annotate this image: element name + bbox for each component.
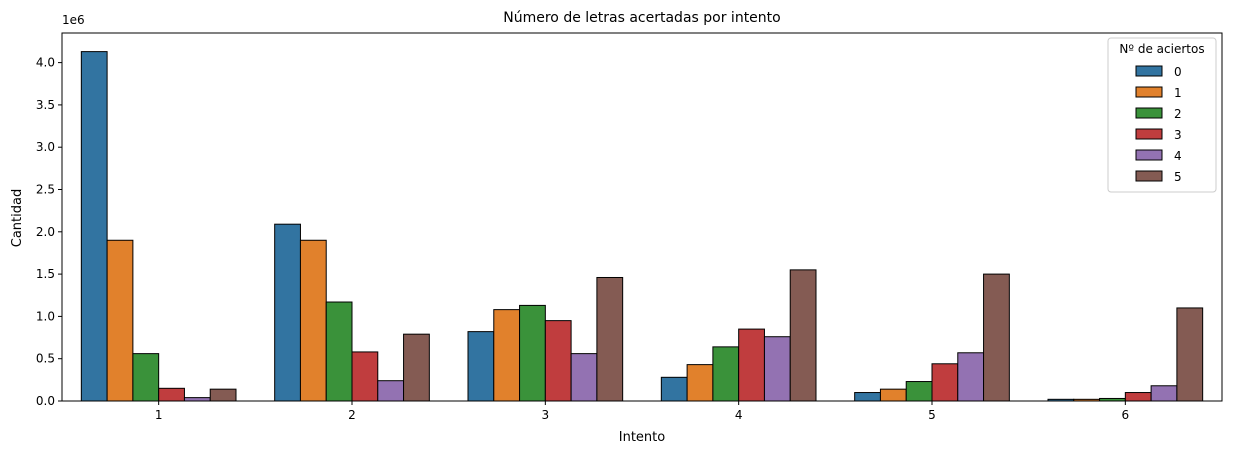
bar-intento-2-aciertos-0 — [274, 223, 301, 402]
bar-intento-3-aciertos-1 — [493, 309, 521, 402]
legend-label-2: 2 — [1174, 107, 1182, 121]
y-tick-label: 1.5 — [36, 267, 55, 281]
bar-intento-2-aciertos-5 — [403, 333, 430, 402]
bar-intento-6-aciertos-3 — [1124, 392, 1152, 402]
bar-intento-3-aciertos-0 — [467, 331, 495, 402]
bar-intento-3-aciertos-2 — [519, 304, 546, 402]
x-tick-label: 4 — [735, 408, 743, 422]
x-tick-label: 3 — [542, 408, 550, 422]
bar-intento-5-aciertos-4 — [957, 352, 985, 402]
legend-swatch-0 — [1135, 65, 1163, 77]
bar-intento-3-aciertos-3 — [544, 320, 572, 402]
bar-intento-4-aciertos-1 — [686, 364, 714, 402]
bar-intento-4-aciertos-5 — [789, 269, 817, 402]
legend-label-4: 4 — [1174, 149, 1182, 163]
bar-intento-1-aciertos-4 — [183, 397, 211, 402]
y-tick-label: 2.5 — [36, 183, 55, 197]
bars-group — [80, 51, 1204, 402]
y-axis-label: Cantidad — [10, 189, 25, 247]
legend-label-3: 3 — [1174, 128, 1182, 142]
plot-frame — [61, 32, 1223, 402]
bar-intento-3-aciertos-5 — [596, 276, 624, 402]
y-tick-label: 0.5 — [36, 352, 55, 366]
y-tick-label: 2.0 — [36, 225, 55, 239]
legend-swatch-1 — [1135, 86, 1163, 98]
bar-intento-1-aciertos-1 — [106, 239, 134, 402]
y-ticks: 0.0 0.5 1.0 1.5 2.0 2.5 3.0 3.5 4.0 — [36, 56, 62, 408]
bar-intento-3-aciertos-4 — [570, 353, 598, 402]
bar-intento-4-aciertos-0 — [660, 376, 688, 402]
y-tick-label: 0.0 — [36, 394, 55, 408]
bar-intento-1-aciertos-5 — [209, 388, 237, 402]
x-tick-label: 5 — [928, 408, 936, 422]
legend-title: Nº de aciertos — [1119, 42, 1204, 56]
bar-intento-4-aciertos-3 — [738, 328, 765, 402]
bar-intento-1-aciertos-0 — [80, 51, 108, 402]
bar-intento-5-aciertos-5 — [983, 273, 1010, 402]
x-axis-label: Intento — [619, 430, 666, 445]
bar-intento-4-aciertos-2 — [712, 346, 740, 402]
bar-intento-6-aciertos-4 — [1150, 385, 1178, 402]
legend-swatch-4 — [1135, 149, 1163, 161]
legend: Nº de aciertos 0 1 2 3 4 5 — [1107, 37, 1217, 193]
bar-intento-2-aciertos-2 — [325, 301, 353, 402]
bar-intento-5-aciertos-1 — [879, 388, 907, 402]
x-tick-label: 1 — [155, 408, 163, 422]
legend-label-0: 0 — [1174, 65, 1182, 79]
bar-intento-5-aciertos-0 — [854, 392, 881, 402]
legend-label-5: 5 — [1174, 170, 1182, 184]
y-tick-label: 1.0 — [36, 309, 55, 323]
legend-swatch-3 — [1135, 128, 1163, 140]
x-tick-label: 2 — [348, 408, 356, 422]
legend-swatch-5 — [1135, 170, 1163, 182]
y-offset-label: 1e6 — [62, 13, 85, 27]
bar-intento-5-aciertos-3 — [931, 363, 959, 402]
bar-intento-6-aciertos-5 — [1176, 307, 1204, 402]
bar-intento-2-aciertos-3 — [351, 351, 379, 402]
x-ticks: 1 2 3 4 5 6 — [155, 401, 1129, 422]
bar-intento-1-aciertos-2 — [132, 353, 160, 402]
bar-intento-2-aciertos-4 — [377, 380, 405, 402]
y-tick-label: 3.5 — [36, 98, 55, 112]
y-tick-label: 3.0 — [36, 140, 55, 154]
chart-title: Número de letras acertadas por intento — [503, 10, 780, 26]
bar-intento-5-aciertos-2 — [905, 381, 933, 402]
bar-intento-4-aciertos-4 — [763, 336, 791, 402]
bar-intento-2-aciertos-1 — [299, 239, 327, 402]
legend-swatch-2 — [1135, 107, 1163, 119]
x-tick-label: 6 — [1122, 408, 1130, 422]
bar-intento-1-aciertos-3 — [158, 387, 185, 402]
legend-label-1: 1 — [1174, 86, 1182, 100]
y-tick-label: 4.0 — [36, 56, 55, 70]
